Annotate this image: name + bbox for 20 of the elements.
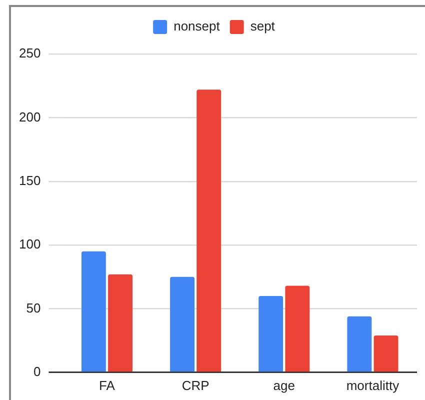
bar xyxy=(196,90,222,372)
x-tick-label: CRP xyxy=(182,378,210,393)
legend-label: nonsept xyxy=(174,18,220,34)
x-tick-label: mortalitty xyxy=(346,378,400,393)
legend-label: sept xyxy=(250,18,276,34)
bar xyxy=(258,296,284,372)
bar xyxy=(108,274,132,372)
y-tick-label: 50 xyxy=(26,300,41,316)
bar xyxy=(170,276,194,372)
x-tick-label: age xyxy=(273,378,295,393)
y-tick-label: 150 xyxy=(18,172,41,188)
y-tick-label: 200 xyxy=(18,109,41,124)
x-tick-label: FA xyxy=(99,378,116,393)
bar xyxy=(285,286,310,372)
y-tick-label: 250 xyxy=(18,46,41,61)
y-tick-label: 0 xyxy=(33,364,41,379)
bar xyxy=(81,251,106,372)
bar xyxy=(374,335,398,372)
bar xyxy=(347,316,372,372)
y-tick-label: 100 xyxy=(18,236,41,252)
